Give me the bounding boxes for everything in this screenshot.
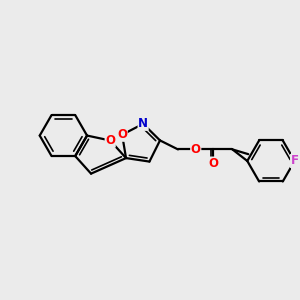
- Text: O: O: [117, 128, 127, 141]
- Text: F: F: [291, 154, 298, 167]
- Text: O: O: [208, 157, 218, 170]
- Text: N: N: [138, 117, 148, 130]
- Text: O: O: [105, 134, 115, 147]
- Text: O: O: [191, 143, 201, 156]
